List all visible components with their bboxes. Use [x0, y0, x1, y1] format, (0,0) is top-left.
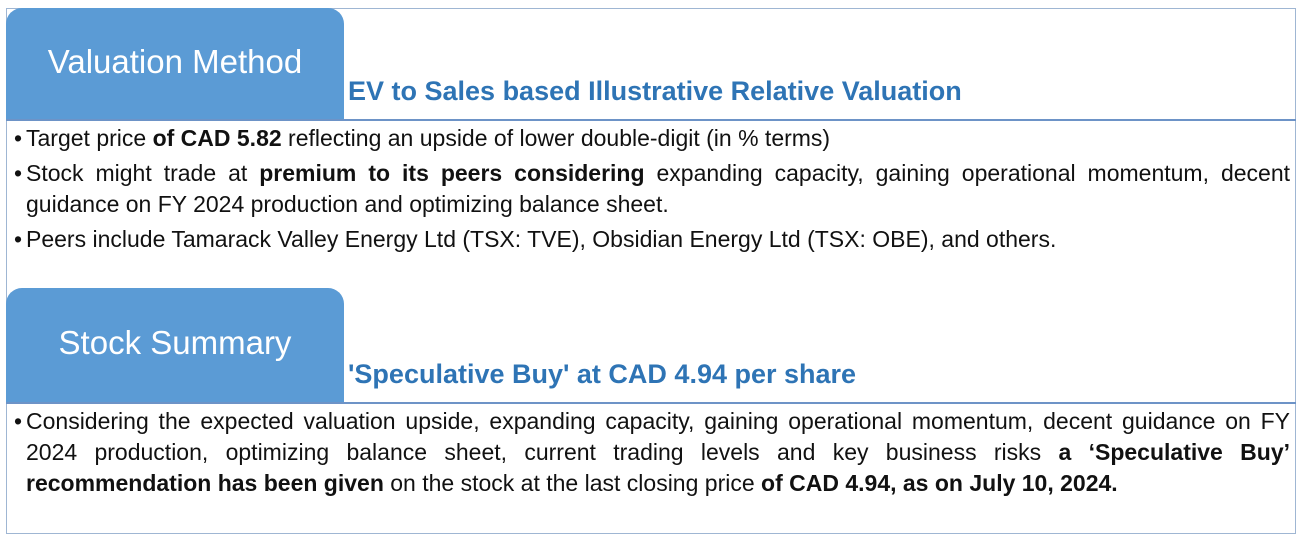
valuation-method-tab-label: Valuation Method — [47, 42, 303, 80]
bullet-text: expanding capacity, gaining operational … — [26, 160, 1291, 217]
bullet-bold-text: of CAD 4.94, as on July 10, 2024. — [761, 470, 1118, 496]
section-divider — [6, 119, 1296, 121]
stock-summary-heading: 'Speculative Buy' at CAD 4.94 per share — [348, 359, 857, 389]
valuation-bullet-list: Target price of CAD 5.82 reflecting an u… — [14, 123, 1290, 259]
stock-summary-bullet-list: Considering the expected valuation upsid… — [14, 406, 1290, 503]
bullet-item: Target price of CAD 5.82 reflecting an u… — [14, 123, 1290, 154]
section-divider — [6, 402, 1296, 404]
valuation-method-tab: Valuation Method — [6, 8, 344, 119]
bullet-bold-text: a ‘Speculative Buy’ recommendation has b… — [26, 439, 1290, 496]
bullet-bold-text: premium to its peers considering — [259, 160, 645, 186]
bullet-text: Stock might trade at — [26, 160, 260, 186]
bullet-item: Stock might trade at premium to its peer… — [14, 158, 1290, 220]
stock-summary-tab: Stock Summary — [6, 288, 344, 402]
bullet-text: reflecting an upside of lower double-dig… — [281, 125, 831, 151]
bullet-item: Peers include Tamarack Valley Energy Ltd… — [14, 224, 1290, 255]
valuation-heading: EV to Sales based Illustrative Relative … — [348, 76, 962, 106]
bullet-item: Considering the expected valuation upsid… — [14, 406, 1290, 499]
bullet-text: Peers include Tamarack Valley Energy Ltd… — [26, 226, 1057, 252]
bullet-text: Considering the expected valuation upsid… — [26, 408, 1290, 465]
bullet-bold-text: of CAD 5.82 — [152, 125, 282, 151]
bullet-text: Target price — [26, 125, 153, 151]
bullet-text: on the stock at the last closing price — [383, 470, 762, 496]
content-frame — [6, 8, 1296, 534]
stock-summary-tab-label: Stock Summary — [58, 324, 292, 361]
